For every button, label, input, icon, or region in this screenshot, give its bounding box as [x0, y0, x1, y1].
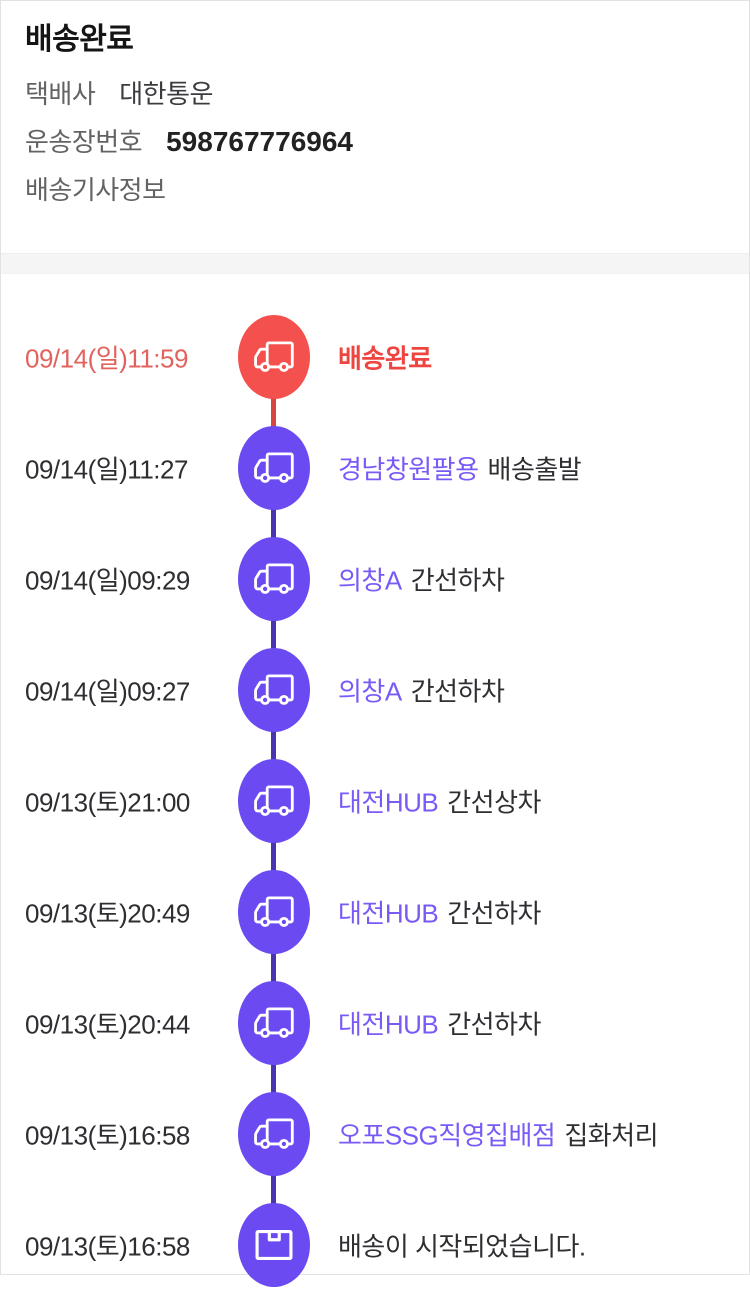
truck-icon	[254, 562, 294, 594]
tracking-number-value: 598767776964	[166, 126, 353, 157]
event-action: 간선하차	[447, 1009, 541, 1039]
driver-info-label: 배송기사정보	[25, 175, 166, 205]
event-time: 09/13(토)20:44	[25, 1009, 190, 1039]
event-status: 대전HUB 간선상차	[338, 782, 541, 819]
tracking-header: 배송완료 택배사 대한통운 운송장번호 598767776964 배송기사정보	[1, 1, 749, 253]
event-status-badge	[238, 1091, 310, 1176]
event-status: 배송완료	[338, 338, 432, 375]
event-location: 의창A	[338, 565, 402, 595]
event-status: 대전HUB 간선하차	[338, 893, 541, 930]
section-divider	[1, 253, 749, 274]
courier-line: 택배사 대한통운	[25, 79, 725, 109]
courier-value: 대한통운	[119, 79, 213, 109]
truck-icon	[254, 784, 294, 816]
timeline-event-row: 09/13(토)16:58 배송이 시작되었습니다.	[1, 1189, 749, 1300]
timeline-event-row: 09/13(토)20:44 대전HUB 간선하차	[1, 967, 749, 1093]
event-status-badge	[238, 869, 310, 954]
event-location: 대전HUB	[338, 898, 439, 928]
event-location: 의창A	[338, 676, 402, 706]
event-action: 배송이 시작되었습니다.	[338, 1231, 586, 1261]
event-action: 간선하차	[410, 676, 505, 706]
event-location: 오포SSG직영집배점	[338, 1120, 556, 1150]
timeline-event-row: 09/13(토)16:58 오포SSG직영집배점 집화처리	[1, 1078, 749, 1204]
event-status-badge	[238, 536, 310, 621]
event-status: 배송이 시작되었습니다.	[338, 1226, 586, 1263]
page-title: 배송완료	[25, 23, 134, 56]
event-time: 09/14(일)09:29	[25, 565, 190, 595]
event-status-badge	[238, 1202, 310, 1287]
event-time: 09/13(토)16:58	[25, 1120, 190, 1150]
timeline-event-row: 09/14(일)09:27 의창A 간선하차	[1, 634, 749, 760]
truck-icon	[254, 340, 294, 372]
event-location: 대전HUB	[338, 1009, 439, 1039]
tracking-number-label: 운송장번호	[25, 127, 143, 157]
event-action: 간선상차	[447, 787, 541, 817]
event-action: 간선하차	[447, 898, 541, 928]
event-time: 09/14(일)11:27	[25, 454, 188, 484]
event-status-badge	[238, 647, 310, 732]
event-status: 의창A 간선하차	[338, 671, 505, 708]
event-action: 간선하차	[410, 565, 505, 595]
event-location: 대전HUB	[338, 787, 439, 817]
driver-info-line: 배송기사정보	[25, 175, 725, 205]
event-time: 09/14(일)11:59	[25, 343, 188, 373]
event-status: 의창A 간선하차	[338, 560, 505, 597]
event-action: 배송완료	[338, 343, 432, 373]
event-time: 09/13(토)21:00	[25, 787, 190, 817]
event-location: 경남창원팔용	[338, 454, 479, 484]
tracking-number-line: 운송장번호 598767776964	[25, 126, 725, 158]
event-status: 대전HUB 간선하차	[338, 1004, 541, 1041]
event-status: 오포SSG직영집배점 집화처리	[338, 1115, 659, 1152]
event-time: 09/13(토)16:58	[25, 1231, 190, 1261]
package-icon	[255, 1229, 293, 1260]
courier-label: 택배사	[25, 79, 96, 109]
event-time: 09/14(일)09:27	[25, 676, 190, 706]
timeline-event-row: 09/13(토)21:00 대전HUB 간선상차	[1, 745, 749, 871]
event-status-badge	[238, 980, 310, 1065]
event-status-badge	[238, 425, 310, 510]
truck-icon	[254, 1006, 294, 1038]
truck-icon	[254, 1117, 294, 1149]
event-action: 배송출발	[487, 454, 582, 484]
event-time: 09/13(토)20:49	[25, 898, 190, 928]
event-action: 집화처리	[564, 1120, 659, 1150]
timeline-event-row: 09/14(일)11:59 배송완료	[1, 301, 749, 427]
event-status: 경남창원팔용 배송출발	[338, 449, 582, 486]
truck-icon	[254, 673, 294, 705]
timeline-event-row: 09/13(토)20:49 대전HUB 간선하차	[1, 856, 749, 982]
truck-icon	[254, 451, 294, 483]
timeline-event-row: 09/14(일)11:27 경남창원팔용 배송출발	[1, 412, 749, 538]
timeline-event-row: 09/14(일)09:29 의창A 간선하차	[1, 523, 749, 649]
truck-icon	[254, 895, 294, 927]
event-status-badge	[238, 314, 310, 399]
event-status-badge	[238, 758, 310, 843]
